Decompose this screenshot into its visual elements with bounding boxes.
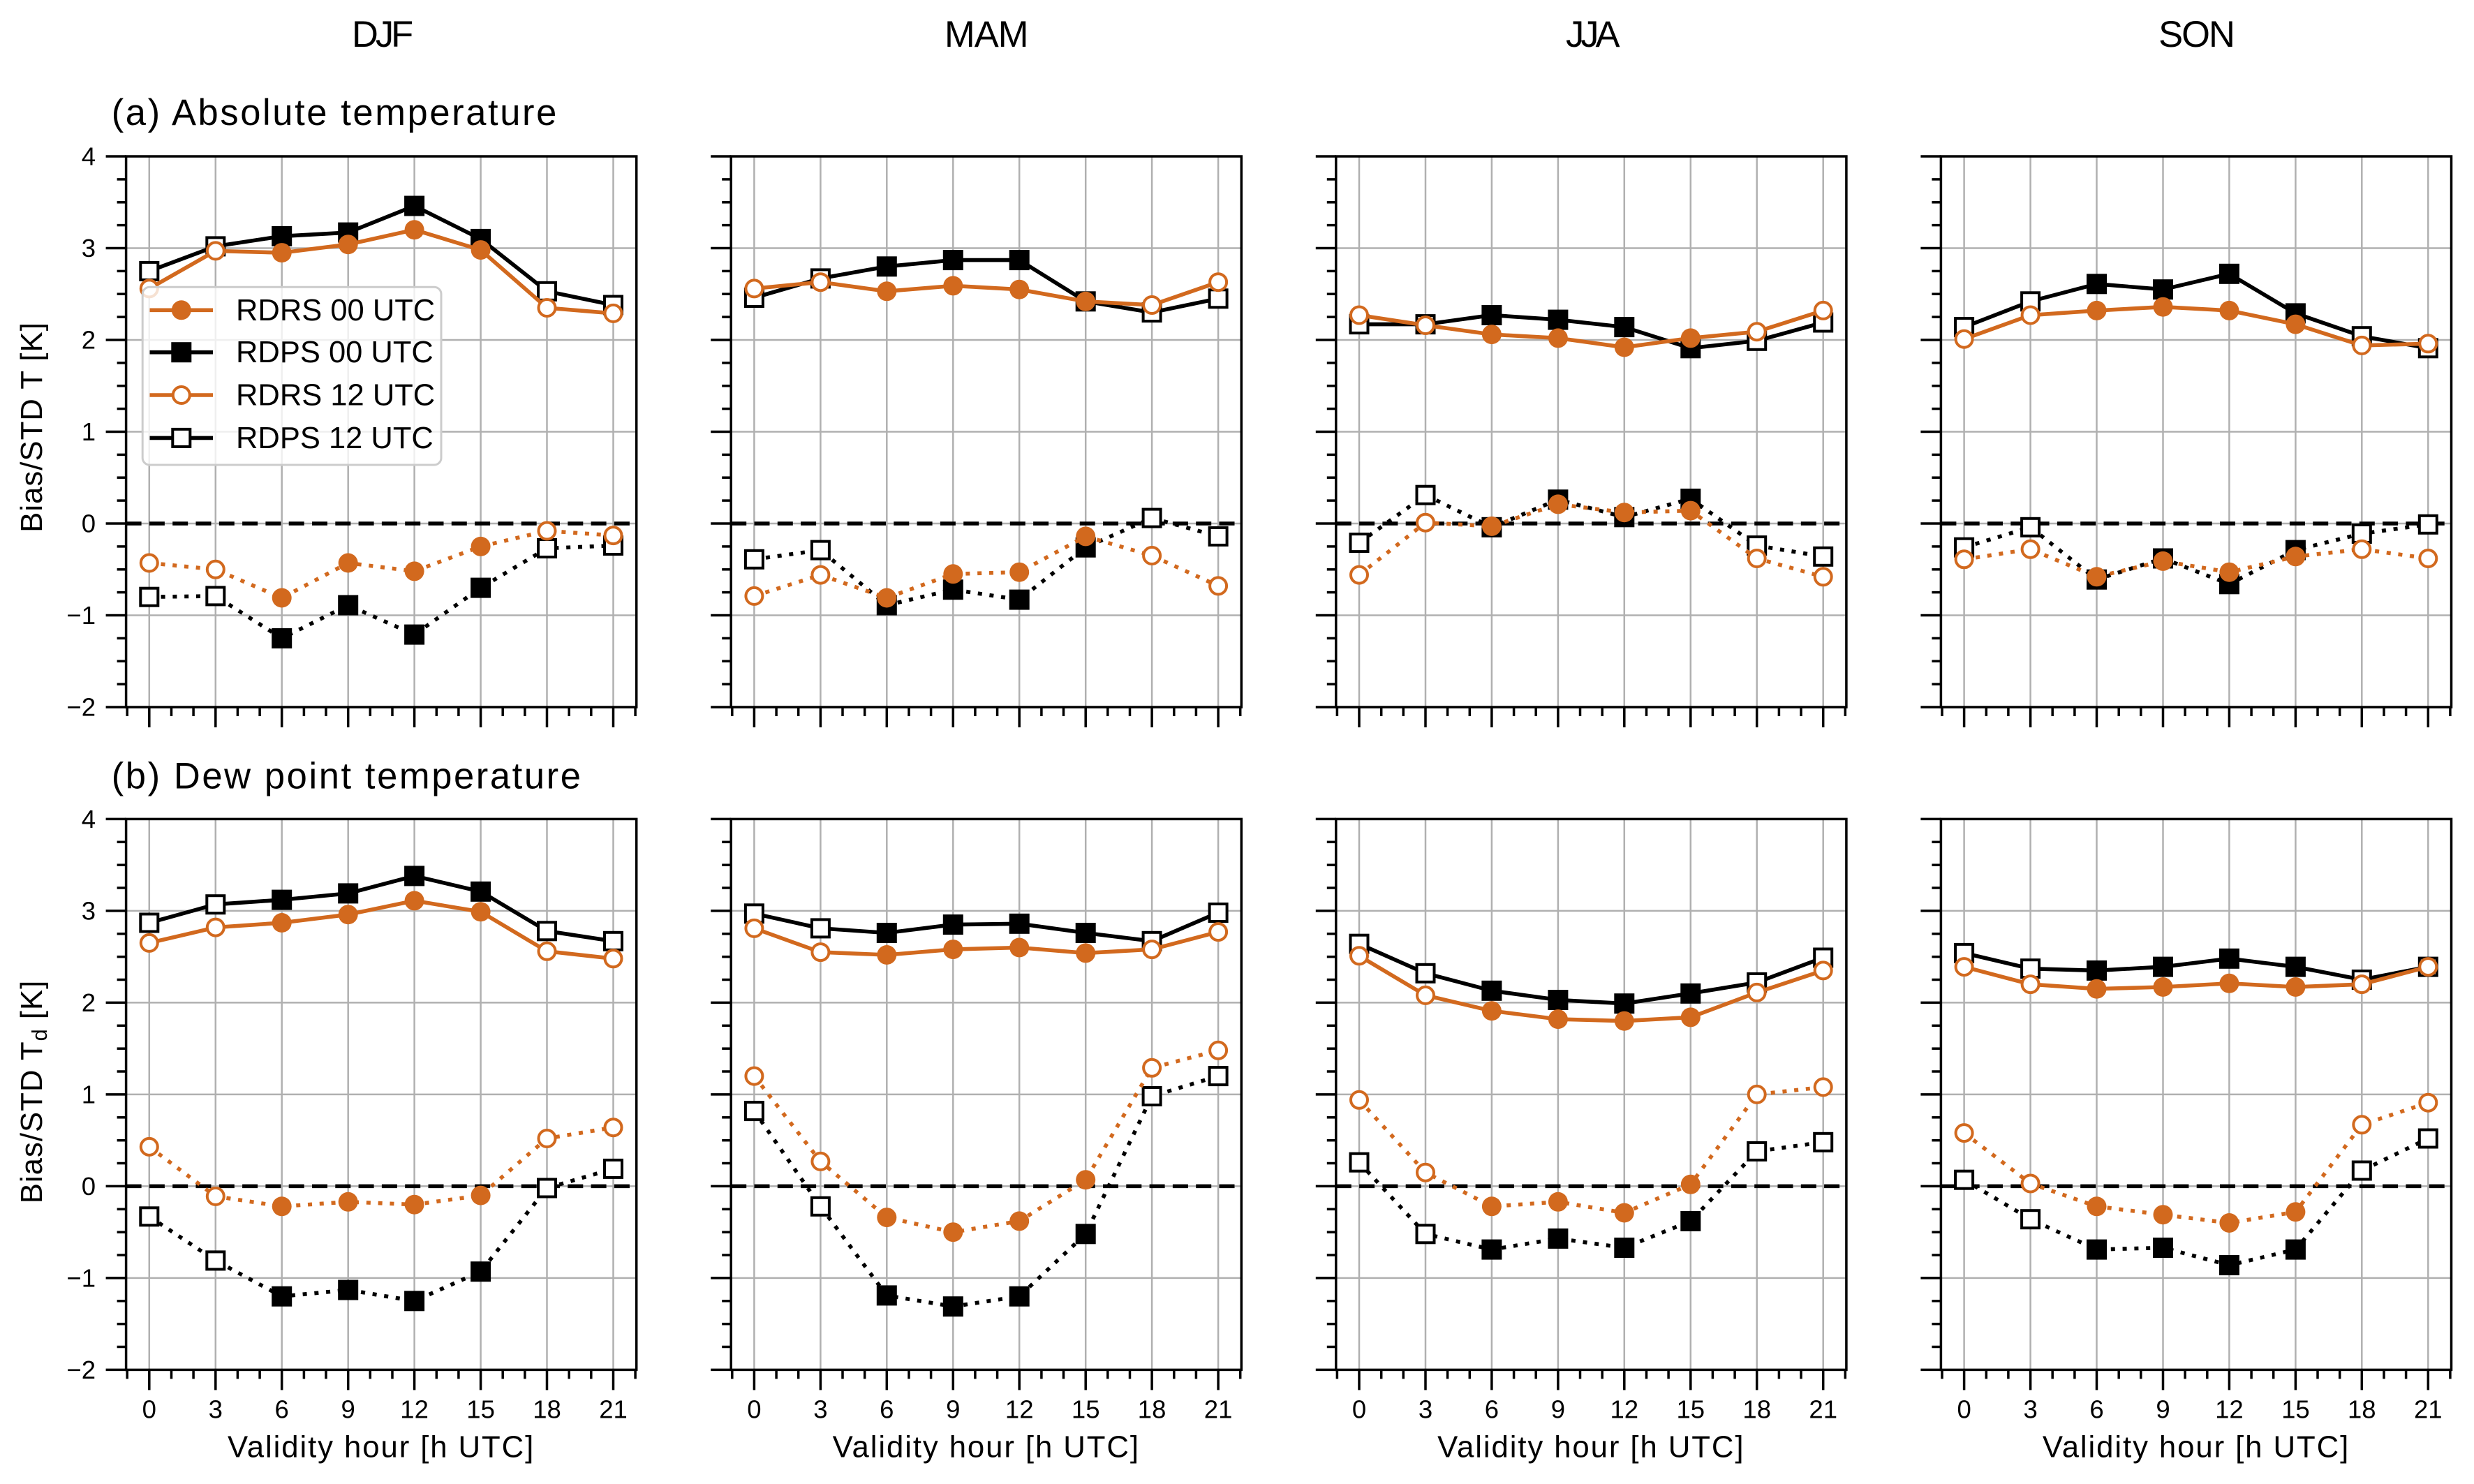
- svg-text:Validity hour [h UTC]: Validity hour [h UTC]: [833, 1430, 1140, 1464]
- svg-text:3: 3: [1419, 1395, 1432, 1424]
- svg-text:3: 3: [209, 1395, 223, 1424]
- svg-text:Bias/STD T [K]: Bias/STD T [K]: [15, 322, 49, 533]
- svg-text:12: 12: [1610, 1395, 1638, 1424]
- svg-text:6: 6: [2089, 1395, 2103, 1424]
- svg-text:3: 3: [2023, 1395, 2037, 1424]
- svg-text:−1: −1: [66, 1263, 96, 1292]
- svg-text:15: 15: [2281, 1395, 2310, 1424]
- svg-text:21: 21: [1204, 1395, 1233, 1424]
- svg-text:4: 4: [82, 805, 96, 833]
- svg-text:Validity hour [h UTC]: Validity hour [h UTC]: [228, 1430, 535, 1464]
- svg-text:9: 9: [341, 1395, 355, 1424]
- svg-text:0: 0: [747, 1395, 761, 1424]
- svg-text:2: 2: [82, 988, 96, 1017]
- svg-text:DJF: DJF: [352, 14, 412, 55]
- svg-text:SON: SON: [2158, 14, 2234, 55]
- svg-text:−2: −2: [66, 1356, 96, 1384]
- svg-text:2: 2: [82, 326, 96, 355]
- svg-text:0: 0: [82, 1172, 96, 1201]
- svg-text:0: 0: [1957, 1395, 1971, 1424]
- svg-text:(b) Dew point temperature: (b) Dew point temperature: [112, 756, 583, 797]
- svg-text:9: 9: [946, 1395, 960, 1424]
- svg-text:0: 0: [82, 510, 96, 538]
- svg-text:15: 15: [1676, 1395, 1705, 1424]
- svg-text:9: 9: [1551, 1395, 1565, 1424]
- svg-text:RDRS 12 UTC: RDRS 12 UTC: [236, 379, 435, 413]
- svg-text:−1: −1: [66, 601, 96, 630]
- svg-text:Validity hour [h UTC]: Validity hour [h UTC]: [1437, 1430, 1745, 1464]
- svg-text:0: 0: [1352, 1395, 1366, 1424]
- svg-text:18: 18: [1742, 1395, 1771, 1424]
- svg-text:RDPS 00 UTC: RDPS 00 UTC: [236, 336, 434, 369]
- svg-text:12: 12: [400, 1395, 429, 1424]
- svg-text:3: 3: [82, 234, 96, 262]
- svg-text:9: 9: [2156, 1395, 2170, 1424]
- svg-text:18: 18: [1138, 1395, 1166, 1424]
- svg-text:18: 18: [2348, 1395, 2376, 1424]
- svg-text:21: 21: [599, 1395, 628, 1424]
- svg-text:−2: −2: [66, 693, 96, 722]
- svg-text:1: 1: [82, 1080, 96, 1108]
- svg-text:21: 21: [1809, 1395, 1837, 1424]
- svg-text:6: 6: [275, 1395, 289, 1424]
- svg-text:Bias/STD Td [K]: Bias/STD Td [K]: [15, 980, 52, 1204]
- svg-text:RDPS 12 UTC: RDPS 12 UTC: [236, 422, 434, 455]
- svg-text:3: 3: [813, 1395, 827, 1424]
- svg-text:18: 18: [533, 1395, 561, 1424]
- svg-text:0: 0: [142, 1395, 156, 1424]
- svg-text:JJA: JJA: [1566, 14, 1620, 55]
- svg-text:3: 3: [82, 896, 96, 925]
- svg-text:RDRS 00 UTC: RDRS 00 UTC: [236, 294, 435, 327]
- svg-text:15: 15: [466, 1395, 495, 1424]
- svg-text:1: 1: [82, 417, 96, 446]
- svg-text:4: 4: [82, 142, 96, 171]
- svg-text:12: 12: [2215, 1395, 2244, 1424]
- svg-text:15: 15: [1072, 1395, 1100, 1424]
- svg-text:21: 21: [2414, 1395, 2443, 1424]
- svg-text:(a) Absolute temperature: (a) Absolute temperature: [112, 92, 558, 133]
- svg-text:6: 6: [1485, 1395, 1499, 1424]
- svg-text:6: 6: [880, 1395, 894, 1424]
- svg-text:MAM: MAM: [945, 14, 1028, 55]
- svg-text:12: 12: [1005, 1395, 1034, 1424]
- svg-text:Validity hour [h UTC]: Validity hour [h UTC]: [2043, 1430, 2350, 1464]
